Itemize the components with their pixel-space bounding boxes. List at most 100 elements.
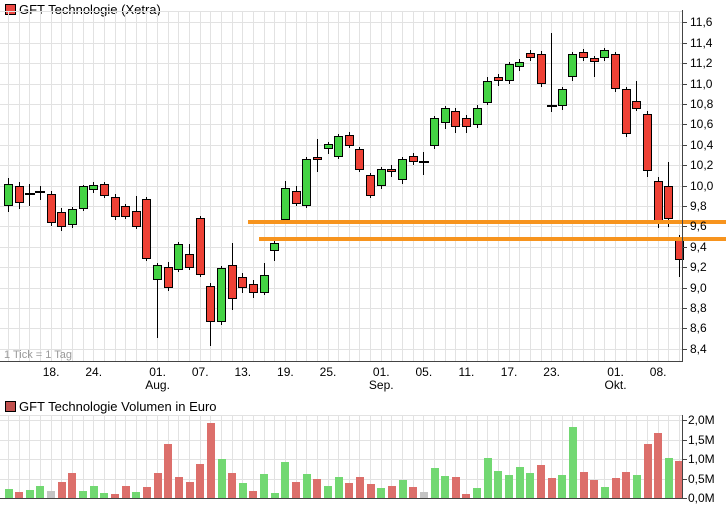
y-axis-label: 1,5M: [688, 432, 715, 447]
y-axis-label: 9,4: [690, 239, 707, 254]
gridline: [0, 63, 682, 65]
volume-bar: [430, 468, 439, 498]
y-axis-label: 10,2: [690, 158, 714, 173]
candle-body: [461, 118, 471, 128]
candle-body: [89, 184, 99, 190]
gridline: [338, 415, 340, 498]
gridline: [135, 415, 137, 498]
gridline: [0, 22, 682, 24]
candle-body: [664, 185, 674, 220]
gridline: [0, 185, 682, 187]
volume-bar: [238, 483, 247, 498]
y-axis-label: 9,6: [690, 219, 707, 234]
y-axis-label: 0,0M: [688, 491, 715, 505]
x-axis-label: 23.: [543, 365, 560, 379]
gridline: [444, 415, 446, 498]
candle-wick: [551, 32, 553, 113]
candle-body: [227, 265, 237, 299]
y-axis-label: 9,8: [690, 199, 707, 213]
candle-body: [334, 135, 344, 158]
candle-body: [653, 180, 663, 223]
volume-bar: [281, 462, 290, 498]
volume-bar: [675, 460, 684, 498]
gridline: [348, 415, 350, 498]
volume-bar: [494, 470, 503, 498]
candle-body: [248, 283, 258, 293]
candle-wick: [157, 263, 159, 338]
volume-bar: [622, 472, 631, 498]
candle-body: [515, 62, 525, 68]
gridline: [29, 415, 31, 498]
volume-bar: [611, 478, 620, 498]
volume-y-axis-line: [682, 415, 683, 499]
volume-bar: [260, 473, 269, 498]
gridline: [189, 415, 191, 498]
volume-bar: [547, 478, 556, 498]
y-axis-tick: [682, 287, 687, 289]
candle-body: [78, 185, 88, 210]
volume-bar: [153, 472, 162, 498]
x-axis-month-label: Okt.: [604, 378, 627, 392]
y-axis-label: 10,6: [690, 117, 714, 132]
y-axis-label: 11,6: [690, 15, 713, 30]
gridline: [625, 415, 627, 498]
gridline: [178, 415, 180, 498]
y-axis-label: 11,4: [690, 35, 713, 50]
volume-bar: [270, 493, 279, 498]
volume-bar: [68, 472, 77, 498]
tick-note: 1 Tick = 1 Tag: [4, 349, 72, 361]
x-axis-label: 08.: [649, 365, 667, 379]
y-axis-tick: [682, 246, 687, 248]
gridline: [231, 415, 233, 498]
candle-body: [67, 209, 77, 226]
x-axis-label: 13.: [234, 365, 252, 379]
gridline: [434, 415, 435, 498]
candle-body: [568, 54, 578, 78]
gridline: [199, 415, 201, 498]
gridline: [0, 206, 682, 207]
gridline: [476, 415, 478, 498]
candle-body: [408, 156, 418, 163]
volume-bar: [89, 486, 98, 498]
gridline: [593, 415, 595, 498]
gridline: [316, 415, 318, 498]
volume-bar: [334, 476, 343, 498]
y-axis-label: 0,5M: [688, 471, 715, 486]
candle-body: [46, 193, 56, 224]
volume-bar: [111, 494, 119, 498]
y-axis-tick: [682, 83, 687, 85]
gridline: [465, 415, 467, 498]
candle-body: [536, 54, 546, 84]
candle-body: [312, 157, 322, 161]
candle-body: [376, 169, 386, 186]
volume-bar: [57, 482, 66, 498]
candle-body: [366, 175, 376, 196]
x-axis-label: 05.: [415, 365, 433, 379]
y-axis-tick: [682, 348, 687, 350]
gridline: [18, 415, 20, 498]
volume-bar: [196, 464, 205, 498]
candle-body: [195, 218, 205, 276]
volume-bar: [15, 491, 24, 498]
volume-bar: [451, 477, 460, 498]
volume-bar: [132, 492, 141, 498]
volume-bar: [185, 482, 194, 498]
volume-bar: [25, 490, 34, 498]
x-axis-label: 01. Okt.: [604, 365, 627, 392]
gridline: [423, 415, 425, 498]
volume-bar: [100, 492, 109, 498]
gridline: [221, 415, 222, 498]
gridline: [252, 415, 254, 498]
x-axis-label: 19.: [277, 365, 294, 379]
volume-bar: [515, 466, 524, 498]
y-axis-label: 2,0M: [688, 413, 715, 427]
volume-bar: [142, 486, 151, 498]
candle-body: [621, 88, 631, 134]
x-axis-label: 25.: [319, 365, 337, 379]
candle-body: [557, 88, 567, 107]
gridline: [540, 415, 542, 498]
volume-bar: [558, 475, 567, 498]
candle-body: [344, 134, 354, 146]
volume-bar: [537, 464, 545, 498]
